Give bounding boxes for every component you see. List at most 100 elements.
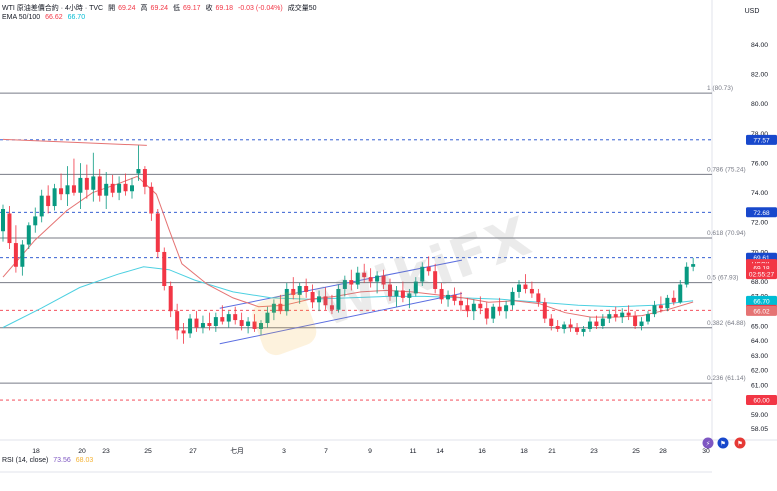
open-label: 開 <box>108 5 116 12</box>
y-tick-label: 72.00 <box>751 220 768 227</box>
candle <box>117 176 122 201</box>
candle-body <box>388 284 392 297</box>
high-label: 高 <box>140 5 148 12</box>
candle-body <box>20 244 25 267</box>
candle-body <box>317 296 322 303</box>
candle <box>575 323 580 335</box>
candle <box>362 263 367 284</box>
rsi-legend[interactable]: RSI (14, close) 73.56 68.03 <box>2 457 96 464</box>
candle <box>130 177 134 199</box>
candle-body <box>678 284 683 303</box>
candle-body <box>362 272 367 278</box>
candle <box>491 303 496 324</box>
candle <box>349 269 354 291</box>
candle <box>613 306 618 322</box>
candle-body <box>278 303 283 312</box>
open-value: 69.24 <box>118 5 136 12</box>
price-tag-bg <box>746 269 777 280</box>
candle-body <box>517 284 521 292</box>
candle <box>336 284 341 313</box>
candle-body <box>581 328 586 332</box>
candle-body <box>536 293 541 303</box>
candle-body <box>420 266 425 282</box>
candle-body <box>252 321 257 329</box>
flag-icon: ⚑ <box>734 437 746 449</box>
candle-body <box>639 321 644 326</box>
candle <box>471 299 476 321</box>
candle <box>39 189 44 223</box>
candle <box>13 225 18 273</box>
candle <box>413 277 418 297</box>
candle <box>536 288 541 307</box>
candle-body <box>304 286 309 292</box>
candle <box>71 158 76 196</box>
symbol-title[interactable]: WTI 原油差價合約 · 4小時 · TVC <box>2 5 104 12</box>
candle-body <box>130 185 134 192</box>
candle <box>607 309 612 324</box>
channel-line <box>219 292 463 345</box>
y-tick-label: 84.00 <box>751 42 768 49</box>
candle-body <box>394 290 399 297</box>
candle <box>46 185 51 214</box>
rsi-label: RSI (14, close) <box>2 457 49 464</box>
candle <box>317 290 322 312</box>
candle-body <box>342 280 347 289</box>
flag-icon: ⚑ <box>717 437 729 449</box>
candle-body <box>355 272 360 285</box>
candle-body <box>7 213 12 244</box>
candle-body <box>529 288 534 294</box>
candle <box>555 320 560 332</box>
candle-body <box>439 288 444 300</box>
candle-body <box>665 297 670 309</box>
price-tag: 72.68 <box>746 207 777 218</box>
candle <box>652 300 657 318</box>
candle <box>446 290 451 307</box>
y-tick-label: 80.00 <box>751 101 768 108</box>
candle-body <box>323 296 328 306</box>
ema-label: EMA 50/100 <box>2 14 41 21</box>
ema-fast-value: 66.62 <box>45 14 63 21</box>
candle-body <box>568 324 573 328</box>
candle-body <box>600 318 605 326</box>
candle <box>517 280 521 298</box>
change-value: -0.03 (-0.04%) <box>238 5 283 12</box>
candle <box>394 286 399 307</box>
candle-body <box>349 280 354 285</box>
candle <box>407 288 412 309</box>
y-tick-label: 68.00 <box>751 279 768 286</box>
ema-legend[interactable]: EMA 50/100 66.62 66.70 <box>2 14 88 21</box>
y-tick-label: 63.00 <box>751 353 768 360</box>
candle <box>388 278 392 301</box>
candle <box>562 321 567 334</box>
low-label: 低 <box>173 5 181 12</box>
y-tick-label: 78.00 <box>751 131 768 138</box>
x-tick-label: 3 <box>282 448 286 455</box>
candle <box>97 169 102 202</box>
candle <box>220 305 225 325</box>
candle <box>200 315 205 334</box>
candle <box>600 314 605 329</box>
fib-level-label: 0.786 (75.24) <box>707 166 746 173</box>
price-tag-label: 60.00 <box>753 398 770 405</box>
candle-body <box>407 293 412 298</box>
candle-body <box>91 176 96 190</box>
candle <box>671 290 676 306</box>
candle-body <box>562 324 567 329</box>
candle <box>381 269 386 289</box>
candle-body <box>652 305 657 315</box>
x-tick-label: 9 <box>368 448 372 455</box>
candle <box>168 281 173 318</box>
candle-body <box>65 185 70 195</box>
candle <box>542 297 547 324</box>
candle <box>239 312 244 331</box>
candle-body <box>491 306 496 319</box>
price-tag-bg <box>746 134 777 145</box>
price-tag-label: 69.61 <box>753 255 770 262</box>
lightning-icon: ⚡ <box>702 437 714 449</box>
y-tick-label: 59.00 <box>751 412 768 419</box>
candle-body <box>188 318 193 334</box>
currency-label: USD <box>745 8 760 15</box>
candle-body <box>162 251 167 287</box>
candle-body <box>46 195 51 207</box>
